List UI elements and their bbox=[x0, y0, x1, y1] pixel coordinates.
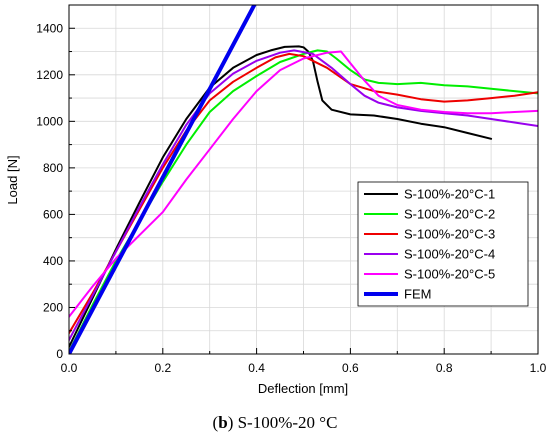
x-tick-label: 0.2 bbox=[154, 361, 171, 375]
legend-label: FEM bbox=[404, 287, 431, 302]
caption-open: ( bbox=[212, 413, 219, 432]
y-tick-label: 1200 bbox=[36, 68, 63, 82]
legend-label: S-100%-20°C-3 bbox=[404, 227, 495, 242]
y-tick-label: 1000 bbox=[36, 114, 63, 128]
x-tick-label: 0.6 bbox=[342, 361, 359, 375]
y-tick-labels: 0 200 400 600 800 1000 1200 1400 bbox=[36, 21, 63, 361]
series-layer bbox=[69, 5, 538, 354]
series-line-5 bbox=[69, 50, 538, 318]
legend-label: S-100%-20°C-5 bbox=[404, 267, 495, 282]
legend-label: S-100%-20°C-2 bbox=[404, 207, 495, 222]
y-tick-label: 0 bbox=[56, 347, 63, 361]
y-tick-label: 1400 bbox=[36, 21, 63, 35]
x-tick-label: 0.8 bbox=[436, 361, 453, 375]
series-line-3 bbox=[69, 52, 538, 335]
y-tick-label: 800 bbox=[43, 161, 63, 175]
axis-ticks bbox=[68, 4, 539, 355]
x-axis-label: Deflection [mm] bbox=[258, 381, 348, 396]
y-tick-label: 200 bbox=[43, 300, 63, 314]
y-tick-label: 600 bbox=[43, 207, 63, 221]
x-tick-labels: 0.0 0.2 0.4 0.6 0.8 1.0 bbox=[61, 361, 547, 375]
y-tick-label: 400 bbox=[43, 254, 63, 268]
x-tick-label: 0.4 bbox=[248, 361, 265, 375]
x-tick-label: 0.0 bbox=[61, 361, 78, 375]
load-deflection-chart: 0.0 0.2 0.4 0.6 0.8 1.0 0 200 400 600 800 1000 1200… bbox=[5, 4, 547, 396]
figure-caption: (b) S-100%-20 °C bbox=[0, 413, 550, 433]
legend-label: S-100%-20°C-1 bbox=[404, 187, 495, 202]
legend-box bbox=[357, 181, 529, 307]
caption-text: ) S-100%-20 °C bbox=[227, 413, 338, 432]
legend-label: S-100%-20°C-4 bbox=[404, 247, 495, 262]
series-line-4 bbox=[69, 49, 538, 341]
series-line-1 bbox=[69, 45, 493, 348]
legend: S-100%-20°C-1 S-100%-20°C-2 S-100%-20°C-3 S… bbox=[357, 181, 529, 307]
y-axis-label: Load [N] bbox=[5, 155, 20, 204]
x-tick-label: 1.0 bbox=[530, 361, 547, 375]
series-line-6 bbox=[69, 5, 257, 354]
caption-letter: b bbox=[218, 413, 228, 432]
